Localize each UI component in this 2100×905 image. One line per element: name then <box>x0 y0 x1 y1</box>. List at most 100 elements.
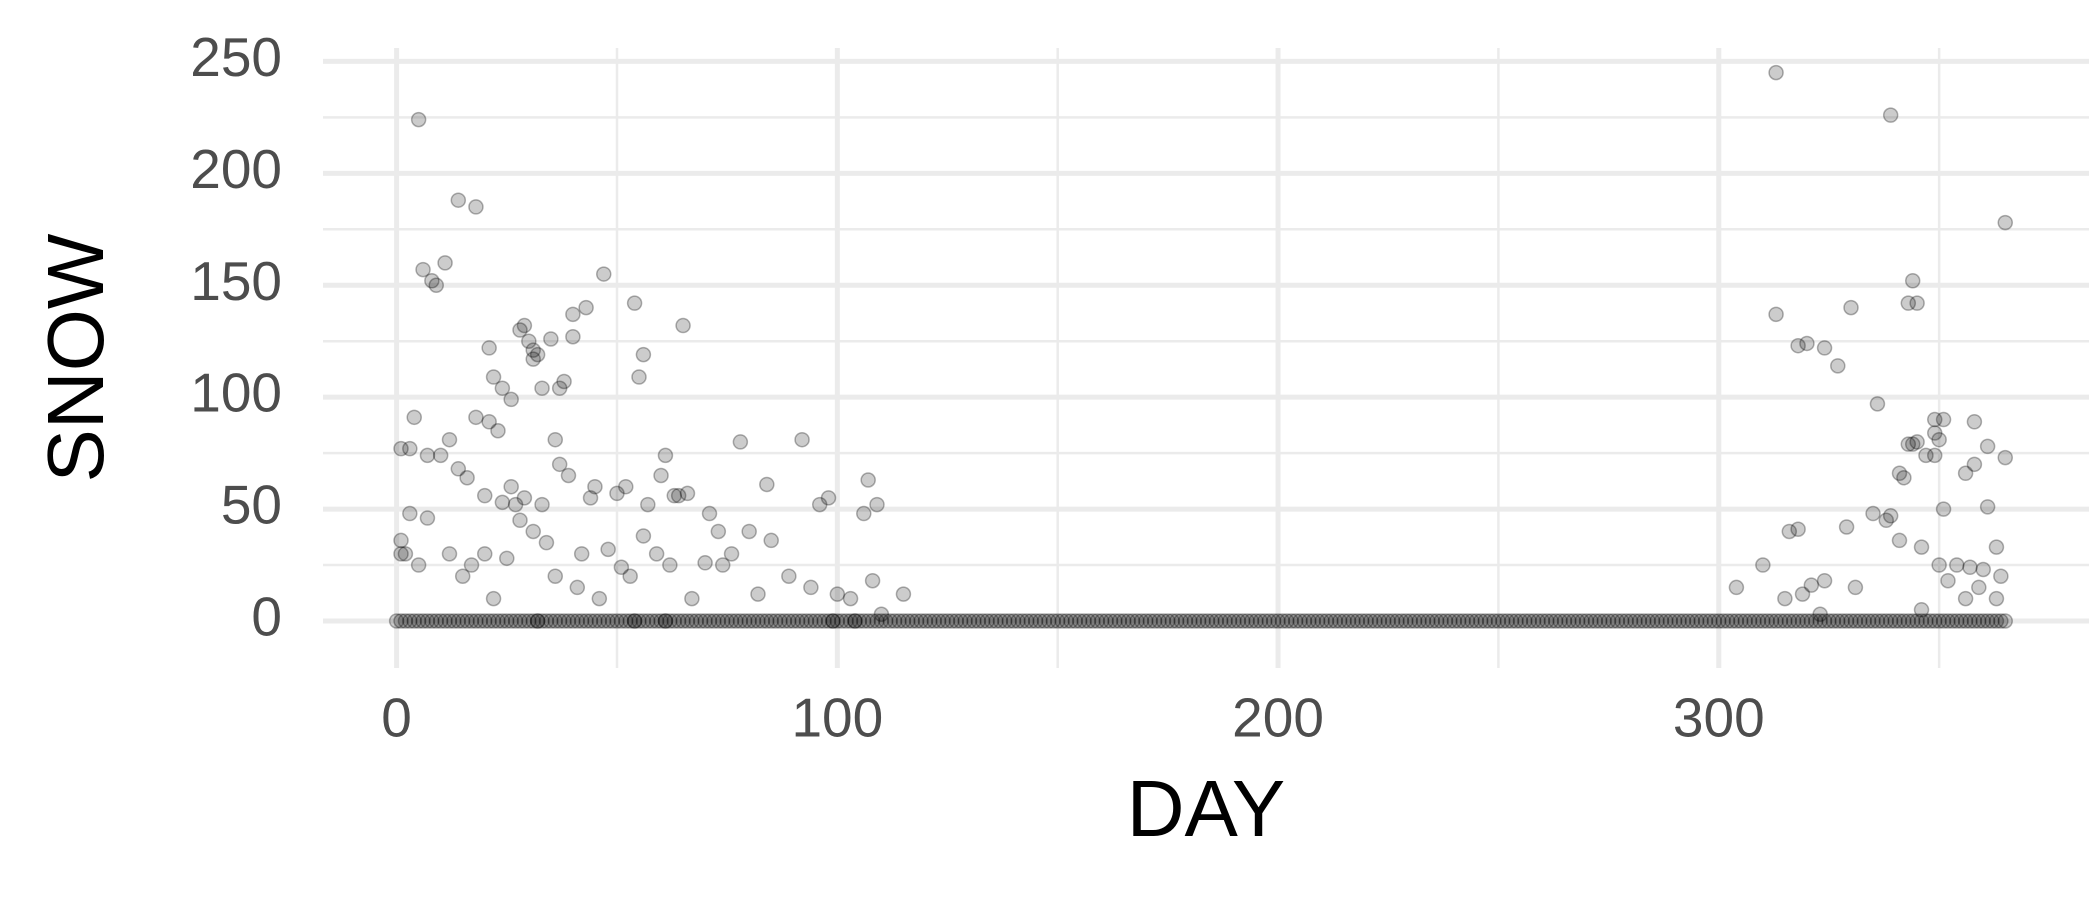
point <box>732 613 749 629</box>
point <box>1706 613 1723 629</box>
point <box>609 613 625 629</box>
point <box>842 590 859 607</box>
point <box>463 613 480 629</box>
point <box>1054 613 1070 629</box>
point <box>1459 613 1476 629</box>
point <box>1843 299 1859 316</box>
point <box>1878 512 1895 529</box>
point <box>1966 456 1983 473</box>
point <box>1451 613 1467 629</box>
point <box>397 546 414 562</box>
point <box>657 447 674 464</box>
point <box>1807 613 1824 629</box>
point <box>1702 613 1718 629</box>
point <box>1547 613 1564 629</box>
point <box>556 373 572 390</box>
point <box>666 487 683 504</box>
point <box>406 613 422 629</box>
point <box>1023 613 1040 629</box>
point <box>776 613 793 629</box>
point <box>1173 613 1189 629</box>
point <box>1230 613 1247 629</box>
point <box>1711 613 1727 629</box>
point <box>803 579 819 596</box>
point <box>657 613 674 629</box>
point <box>1777 590 1793 607</box>
point <box>1926 425 1943 441</box>
point <box>397 613 414 629</box>
point <box>675 613 691 629</box>
point <box>1442 613 1458 629</box>
point <box>957 613 973 629</box>
point <box>432 613 449 629</box>
point <box>446 613 462 629</box>
point <box>1957 590 1974 607</box>
point <box>459 613 475 629</box>
point <box>573 613 590 629</box>
point <box>1935 613 1952 629</box>
point <box>697 555 713 571</box>
point <box>662 557 678 573</box>
point <box>578 299 594 316</box>
point <box>525 613 541 629</box>
point <box>419 613 436 629</box>
point <box>1517 613 1533 629</box>
point <box>481 340 497 356</box>
point <box>1111 613 1128 629</box>
point <box>886 613 903 629</box>
point <box>591 590 608 607</box>
point <box>1891 532 1908 549</box>
point <box>1869 613 1886 629</box>
point <box>653 613 669 629</box>
point <box>1058 613 1075 629</box>
point <box>1869 396 1886 412</box>
point <box>1803 577 1820 593</box>
point <box>1926 447 1943 464</box>
point <box>1755 613 1771 629</box>
point <box>512 512 528 529</box>
point <box>640 613 656 629</box>
point <box>1296 613 1313 629</box>
point <box>587 478 603 495</box>
point <box>1261 613 1277 629</box>
point <box>908 613 925 629</box>
point <box>1495 613 1511 629</box>
point <box>1398 613 1414 629</box>
y-tick-label: 50 <box>221 474 282 536</box>
point <box>441 431 458 448</box>
point <box>1102 613 1119 629</box>
point <box>1913 613 1930 629</box>
point <box>917 613 934 629</box>
grid <box>323 48 2089 668</box>
point <box>1424 613 1441 629</box>
point <box>1045 613 1062 629</box>
point <box>789 613 806 629</box>
point <box>723 613 740 629</box>
point <box>573 546 590 562</box>
point <box>1904 613 1921 629</box>
point <box>415 613 431 629</box>
point <box>1631 613 1648 629</box>
point <box>1935 411 1952 428</box>
point <box>1719 613 1736 629</box>
point <box>1345 613 1361 629</box>
point <box>944 613 960 629</box>
point <box>1142 613 1158 629</box>
point <box>472 613 489 629</box>
point <box>1896 469 1912 486</box>
point <box>1909 295 1925 311</box>
point <box>476 487 493 504</box>
point <box>582 613 599 629</box>
point <box>1684 613 1701 629</box>
point <box>1913 602 1930 618</box>
point <box>1433 613 1449 629</box>
point <box>864 572 881 589</box>
point <box>1882 613 1899 629</box>
point <box>873 613 890 629</box>
point <box>785 613 802 629</box>
point <box>1182 613 1198 629</box>
point <box>1790 613 1806 629</box>
point <box>1323 613 1339 629</box>
point <box>595 266 612 282</box>
point <box>1274 613 1291 629</box>
